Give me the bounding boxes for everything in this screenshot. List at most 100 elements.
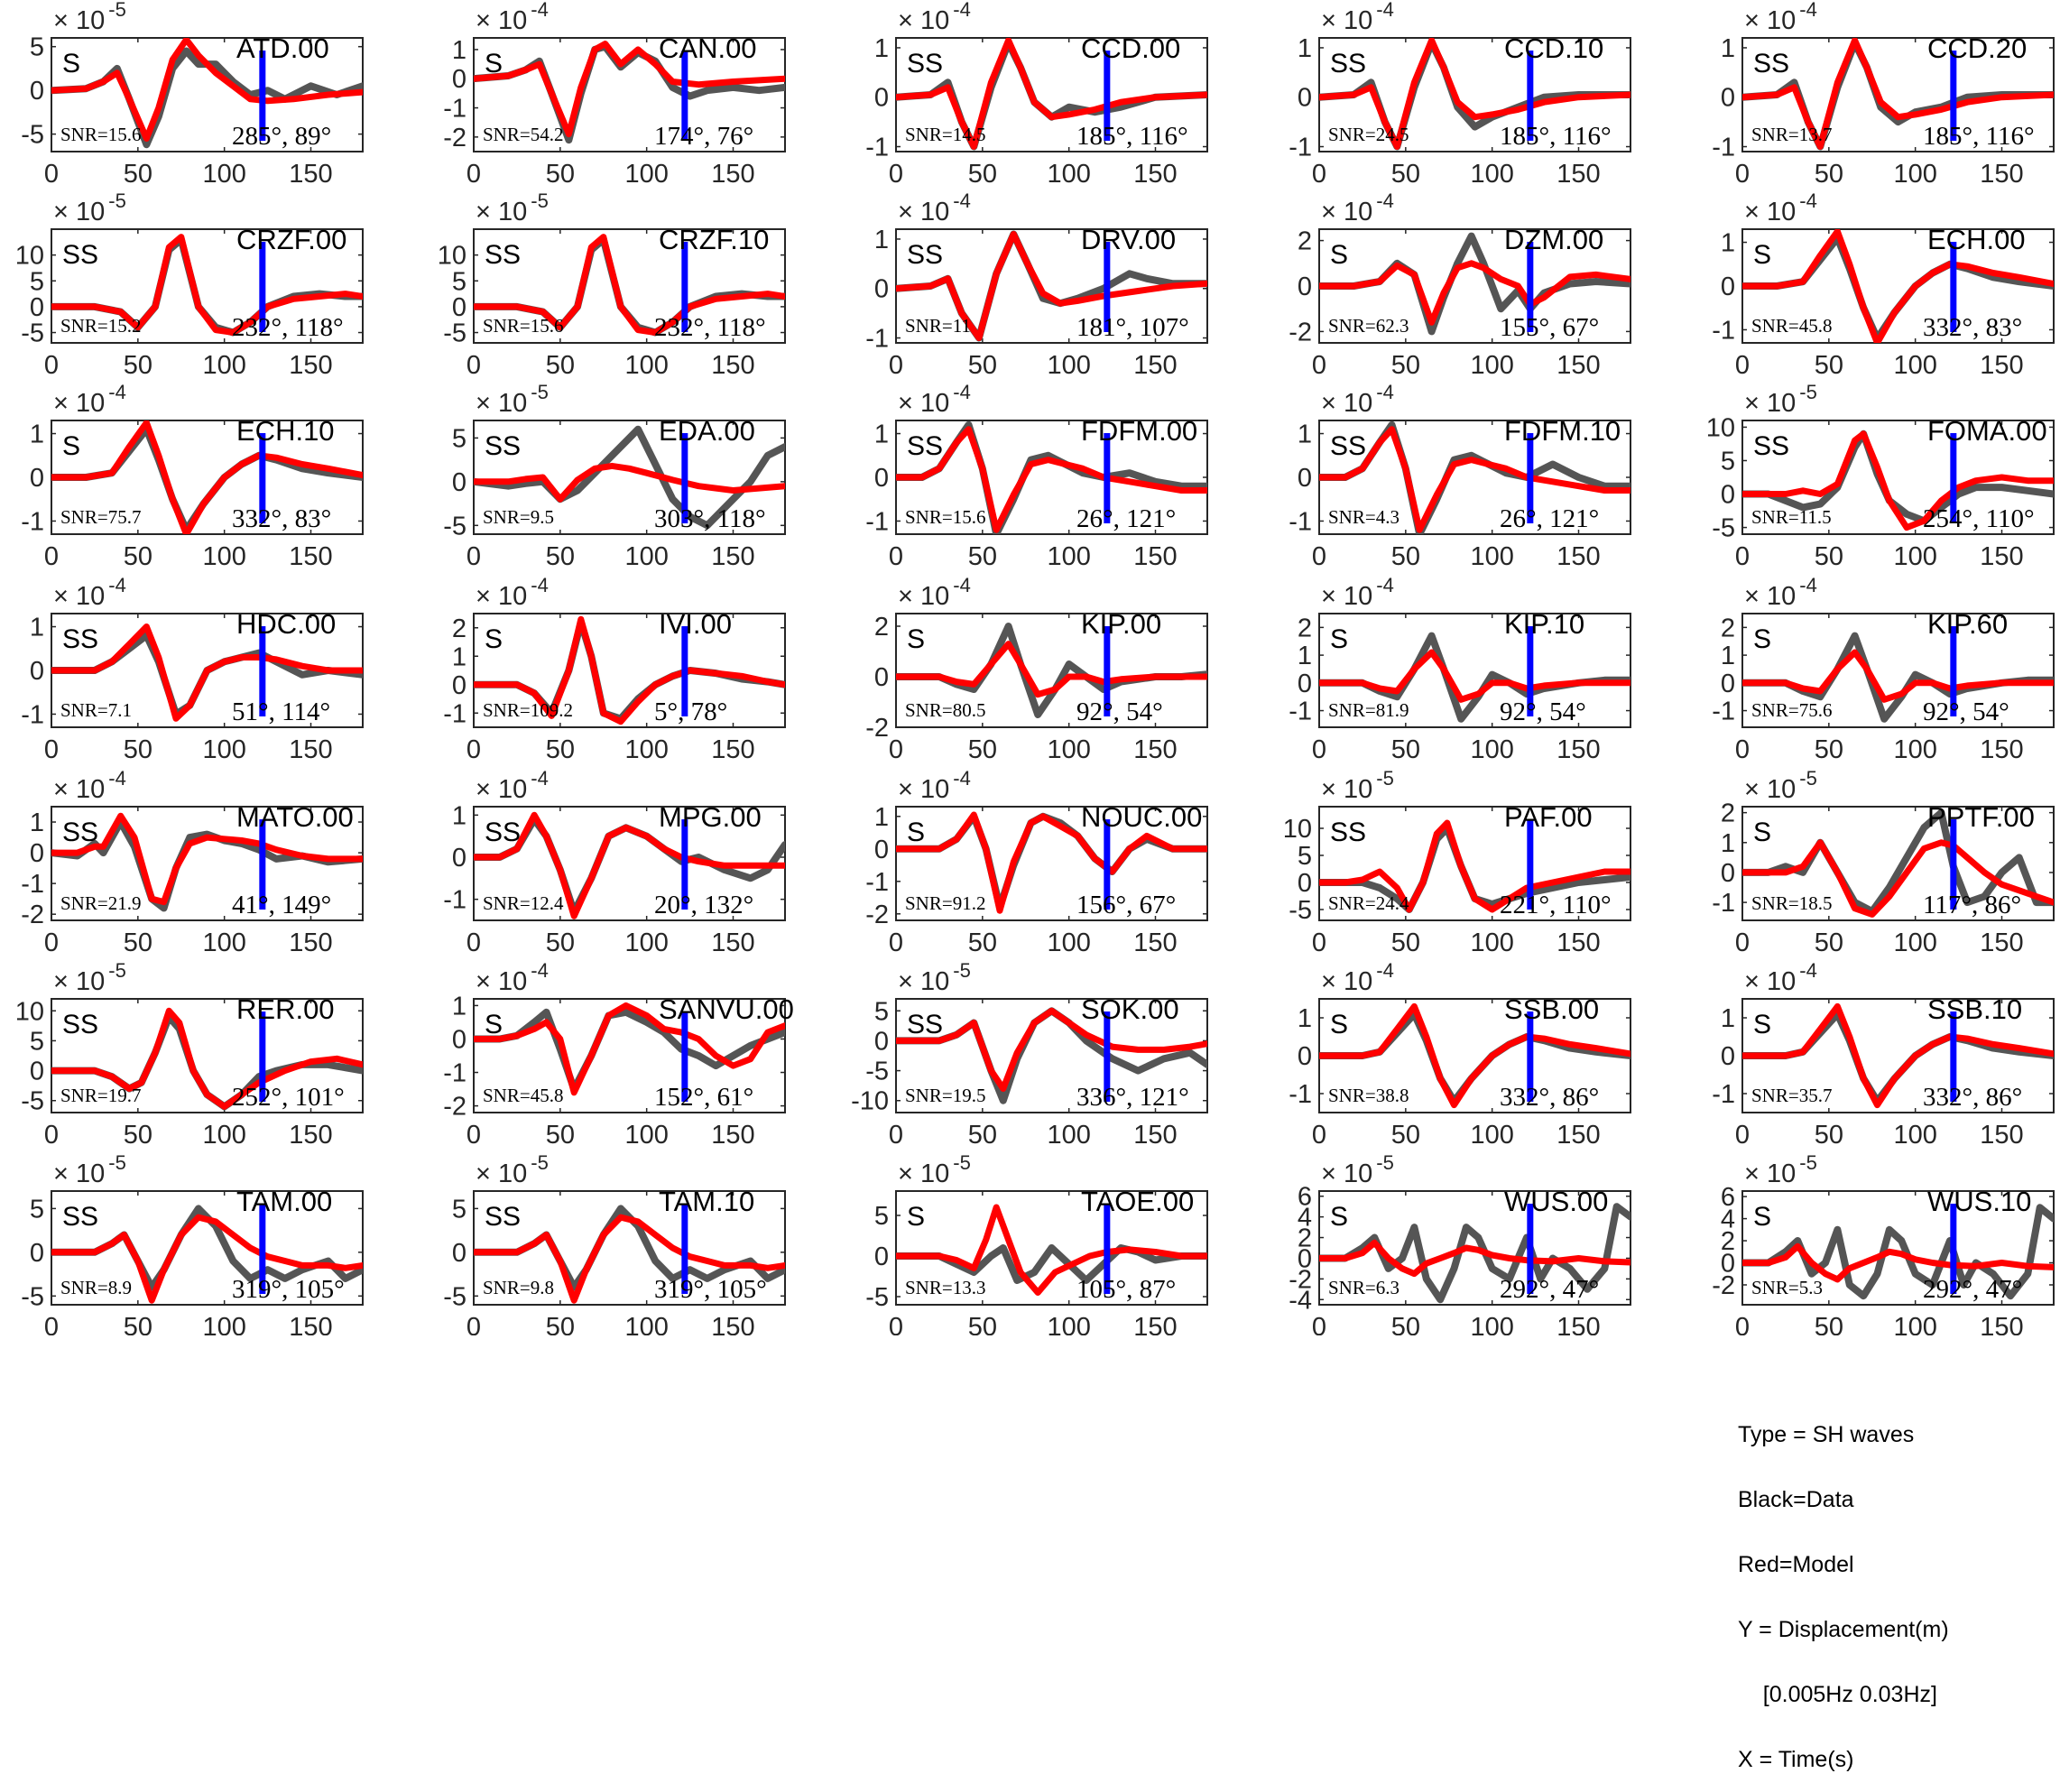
y-tick-label: 1 bbox=[874, 420, 889, 449]
x-tick-label: 100 bbox=[624, 735, 668, 764]
snr-label: SNR=15.6 bbox=[483, 315, 563, 337]
phase-label: SS bbox=[1330, 49, 1366, 79]
x-tick-label: 50 bbox=[546, 1121, 575, 1150]
x-tick-label: 50 bbox=[1391, 351, 1420, 380]
x-tick-label: 50 bbox=[546, 1313, 575, 1335]
x-tick-label: 0 bbox=[1735, 542, 1750, 571]
x-tick-label: 0 bbox=[467, 160, 481, 189]
x-tick-label: 50 bbox=[968, 160, 997, 189]
figure-legend: Type = SH waves Black=Data Red=Model Y =… bbox=[1738, 1381, 1949, 1792]
snr-label: SNR=38.8 bbox=[1328, 1085, 1409, 1106]
phase-label: SS bbox=[907, 240, 943, 270]
x-tick-label: 150 bbox=[711, 351, 754, 380]
station-label: IVI.00 bbox=[659, 608, 732, 640]
x-tick-label: 100 bbox=[624, 1313, 668, 1335]
x-tick-label: 150 bbox=[1133, 1313, 1177, 1335]
snr-label: SNR=91.2 bbox=[905, 892, 985, 914]
x-tick-label: 100 bbox=[624, 542, 668, 571]
phase-label: S bbox=[485, 624, 503, 654]
phase-label: S bbox=[1330, 1010, 1348, 1039]
x-tick-label: 100 bbox=[1047, 1121, 1090, 1150]
y-tick-label: -5 bbox=[865, 1058, 889, 1086]
station-label: WUS.10 bbox=[1927, 1186, 2031, 1217]
y-exponent-label: × 10 -5 bbox=[898, 1151, 971, 1188]
azimuth-label: 5°, 78° bbox=[654, 697, 727, 726]
x-tick-label: 100 bbox=[1470, 160, 1513, 189]
phase-marker bbox=[1527, 51, 1534, 141]
x-tick-label: 0 bbox=[889, 928, 903, 957]
x-tick-label: 100 bbox=[1893, 1313, 1936, 1335]
axes-box bbox=[51, 1190, 364, 1306]
snr-label: SNR=24.4 bbox=[1328, 892, 1409, 914]
snr-label: SNR=109.2 bbox=[483, 699, 573, 721]
panel-nouc-00: 0 50 100 150 -2 -1 0 1 × 10 -4 S NOUC.00 SNR=91.2 156… bbox=[865, 767, 1208, 957]
x-tick-label: 100 bbox=[202, 1121, 245, 1150]
y-tick-label: 0 bbox=[30, 1239, 44, 1268]
y-tick-label: -5 bbox=[1712, 514, 1735, 543]
y-tick-label: -1 bbox=[1289, 507, 1312, 536]
y-exponent-label: × 10 -5 bbox=[1744, 767, 1817, 804]
x-tick-label: 0 bbox=[467, 1121, 481, 1150]
y-tick-label: 2 bbox=[1298, 614, 1312, 642]
y-tick-label: -5 bbox=[21, 1282, 44, 1311]
azimuth-label: 332°, 83° bbox=[1923, 313, 2022, 342]
x-tick-label: 0 bbox=[1312, 542, 1326, 571]
x-tick-label: 150 bbox=[1133, 542, 1177, 571]
snr-label: SNR=62.3 bbox=[1328, 315, 1409, 337]
y-tick-label: -1 bbox=[1289, 134, 1312, 162]
phase-marker bbox=[681, 433, 688, 523]
phase-label: S bbox=[1753, 1202, 1771, 1232]
azimuth-label: 285°, 89° bbox=[232, 122, 331, 151]
x-tick-label: 50 bbox=[1391, 1313, 1420, 1335]
y-exponent-label: × 10 -4 bbox=[1321, 959, 1394, 996]
x-tick-label: 150 bbox=[289, 542, 332, 571]
legend-line-band: [0.005Hz 0.03Hz] bbox=[1738, 1682, 1937, 1707]
phase-label: SS bbox=[907, 49, 943, 79]
axes-box bbox=[1318, 613, 1631, 728]
phase-marker bbox=[1950, 242, 1957, 332]
model-waveform bbox=[474, 811, 785, 919]
x-tick-label: 150 bbox=[289, 735, 332, 764]
x-tick-label: 150 bbox=[1980, 542, 2023, 571]
azimuth-label: 155°, 67° bbox=[1500, 313, 1599, 342]
y-tick-label: 10 bbox=[438, 242, 467, 271]
x-tick-label: 0 bbox=[1735, 928, 1750, 957]
y-tick-label: 6 bbox=[1298, 1183, 1312, 1212]
x-tick-label: 50 bbox=[968, 735, 997, 764]
y-tick-label: 0 bbox=[1298, 272, 1312, 301]
y-exponent-label: × 10 -4 bbox=[898, 189, 971, 226]
model-waveform bbox=[1319, 1002, 1630, 1109]
y-tick-label: 2 bbox=[1298, 1224, 1312, 1253]
station-label: TAOE.00 bbox=[1081, 1186, 1194, 1217]
y-tick-label: 0 bbox=[1721, 1042, 1735, 1071]
azimuth-label: 152°, 61° bbox=[654, 1083, 753, 1112]
y-tick-label: -5 bbox=[21, 319, 44, 348]
x-tick-label: 0 bbox=[44, 1313, 59, 1335]
x-tick-label: 100 bbox=[624, 1121, 668, 1150]
y-exponent-label: × 10 -5 bbox=[1744, 381, 1817, 418]
phase-label: SS bbox=[62, 1202, 98, 1232]
x-tick-label: 100 bbox=[1893, 928, 1936, 957]
x-tick-label: 100 bbox=[1893, 160, 1936, 189]
phase-label: SS bbox=[485, 431, 521, 461]
y-exponent-label: × 10 -4 bbox=[53, 381, 126, 418]
phase-label: SS bbox=[907, 431, 943, 461]
y-tick-label: 1 bbox=[30, 614, 44, 642]
x-tick-label: 150 bbox=[1557, 928, 1600, 957]
y-tick-label: 0 bbox=[874, 275, 889, 304]
station-label: NOUC.00 bbox=[1081, 801, 1202, 833]
station-label: SSB.10 bbox=[1927, 993, 2022, 1025]
station-label: HDC.00 bbox=[236, 608, 336, 640]
azimuth-label: 105°, 87° bbox=[1076, 1275, 1176, 1304]
x-tick-label: 150 bbox=[289, 928, 332, 957]
azimuth-label: 181°, 107° bbox=[1076, 313, 1189, 342]
x-tick-label: 50 bbox=[546, 160, 575, 189]
y-tick-label: -1 bbox=[443, 699, 467, 728]
